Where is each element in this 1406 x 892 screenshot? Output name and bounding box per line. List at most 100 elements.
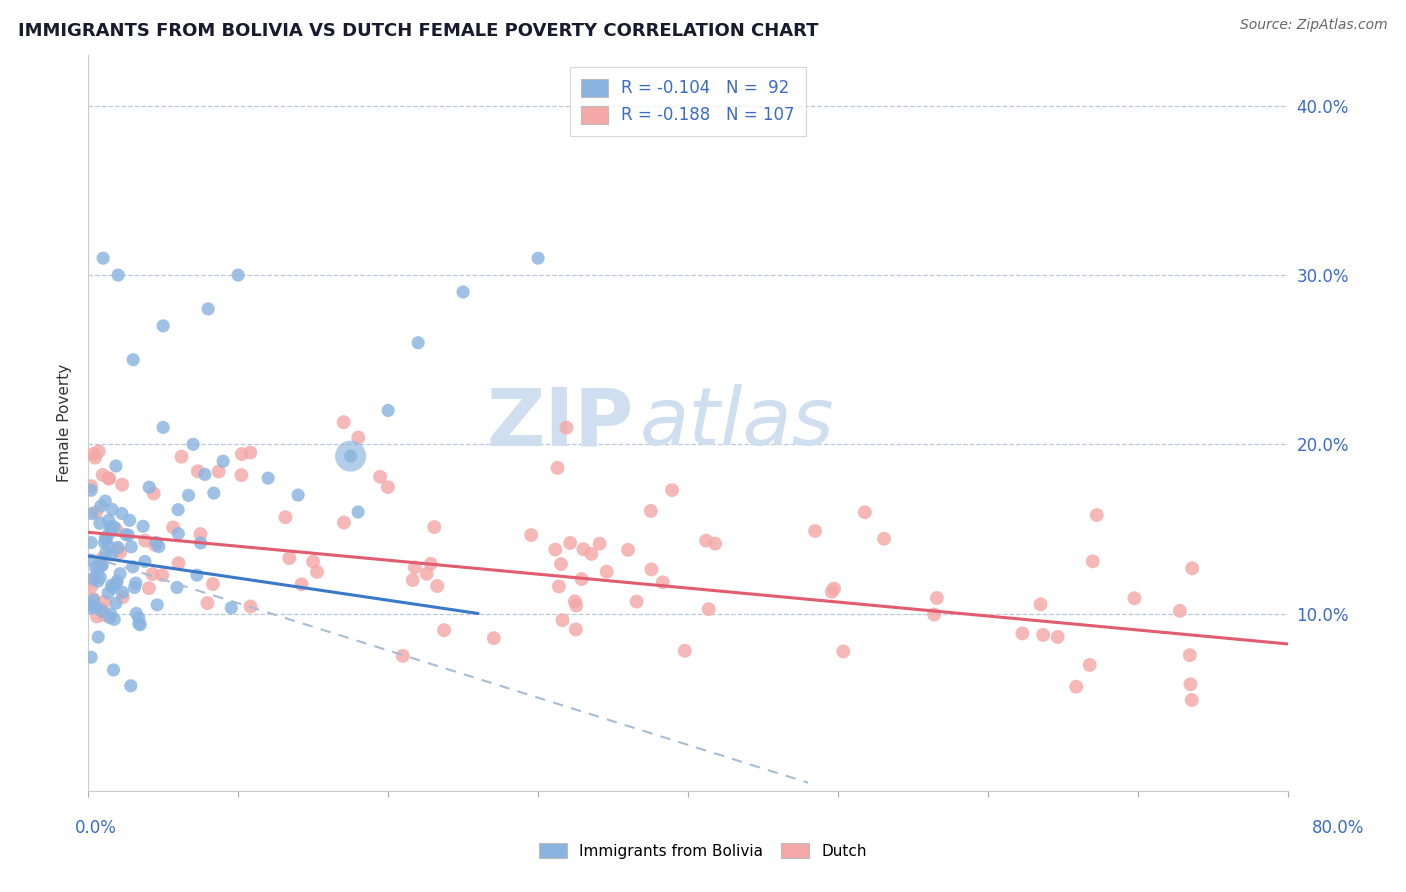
Point — [925, 591, 948, 605]
Point — [391, 648, 413, 663]
Point — [93, 607, 115, 622]
Point — [1085, 508, 1108, 522]
Point — [91, 251, 114, 265]
Point — [108, 566, 131, 581]
Point — [120, 540, 142, 554]
Point — [105, 542, 128, 557]
Point — [704, 537, 727, 551]
Point — [91, 467, 114, 482]
Point — [922, 607, 945, 622]
Point — [197, 596, 219, 610]
Point — [804, 524, 827, 538]
Point — [125, 576, 148, 591]
Point — [94, 494, 117, 508]
Point — [90, 499, 112, 513]
Point — [82, 592, 104, 607]
Point — [100, 578, 122, 592]
Point — [138, 581, 160, 595]
Point — [219, 600, 242, 615]
Point — [565, 599, 588, 613]
Point — [231, 468, 253, 483]
Point — [121, 559, 143, 574]
Point — [167, 556, 190, 570]
Point — [118, 513, 141, 527]
Point — [122, 352, 145, 367]
Point — [1181, 693, 1204, 707]
Point — [1178, 648, 1201, 662]
Point — [82, 593, 104, 607]
Point — [588, 536, 610, 550]
Point — [110, 545, 132, 559]
Point — [117, 528, 139, 542]
Point — [101, 581, 124, 595]
Point — [1064, 680, 1087, 694]
Point — [120, 679, 142, 693]
Point — [129, 617, 152, 632]
Point — [125, 607, 148, 621]
Point — [873, 532, 896, 546]
Point — [423, 520, 446, 534]
Point — [87, 559, 110, 574]
Point — [91, 604, 114, 618]
Point — [80, 598, 103, 612]
Point — [93, 595, 115, 609]
Point — [406, 335, 429, 350]
Y-axis label: Female Poverty: Female Poverty — [58, 364, 72, 483]
Point — [91, 558, 114, 573]
Text: Source: ZipAtlas.com: Source: ZipAtlas.com — [1240, 18, 1388, 32]
Point — [1011, 626, 1033, 640]
Point — [104, 596, 127, 610]
Text: 0.0%: 0.0% — [75, 819, 117, 837]
Point — [305, 565, 328, 579]
Point — [94, 531, 117, 545]
Point — [347, 505, 370, 519]
Point — [194, 467, 217, 482]
Point — [138, 480, 160, 494]
Point — [555, 420, 578, 434]
Point — [673, 644, 696, 658]
Point — [80, 573, 103, 587]
Point — [80, 535, 103, 549]
Point — [166, 581, 188, 595]
Point — [1029, 598, 1052, 612]
Point — [226, 268, 249, 282]
Point — [832, 644, 855, 658]
Point — [415, 566, 437, 581]
Point — [105, 523, 128, 537]
Point — [98, 610, 121, 624]
Point — [134, 554, 156, 568]
Point — [80, 553, 103, 567]
Point — [208, 465, 231, 479]
Point — [111, 507, 134, 521]
Point — [482, 631, 505, 645]
Point — [83, 572, 105, 586]
Point — [80, 580, 103, 594]
Point — [100, 548, 122, 562]
Point — [1032, 628, 1054, 642]
Point — [141, 567, 163, 582]
Point — [290, 577, 312, 591]
Point — [86, 609, 108, 624]
Point — [152, 318, 174, 333]
Point — [695, 533, 717, 548]
Point — [377, 403, 399, 417]
Point — [145, 535, 167, 549]
Point — [564, 594, 586, 608]
Point — [433, 624, 456, 638]
Point — [377, 480, 399, 494]
Point — [80, 650, 103, 665]
Point — [451, 285, 474, 299]
Point — [821, 584, 844, 599]
Point — [257, 471, 280, 485]
Point — [187, 464, 209, 478]
Point — [239, 599, 262, 614]
Point — [111, 477, 134, 491]
Point — [278, 551, 301, 566]
Point — [91, 552, 114, 566]
Point — [97, 471, 120, 485]
Point — [640, 504, 662, 518]
Point — [339, 449, 361, 463]
Point — [197, 301, 219, 316]
Point — [93, 535, 115, 549]
Point — [419, 557, 441, 571]
